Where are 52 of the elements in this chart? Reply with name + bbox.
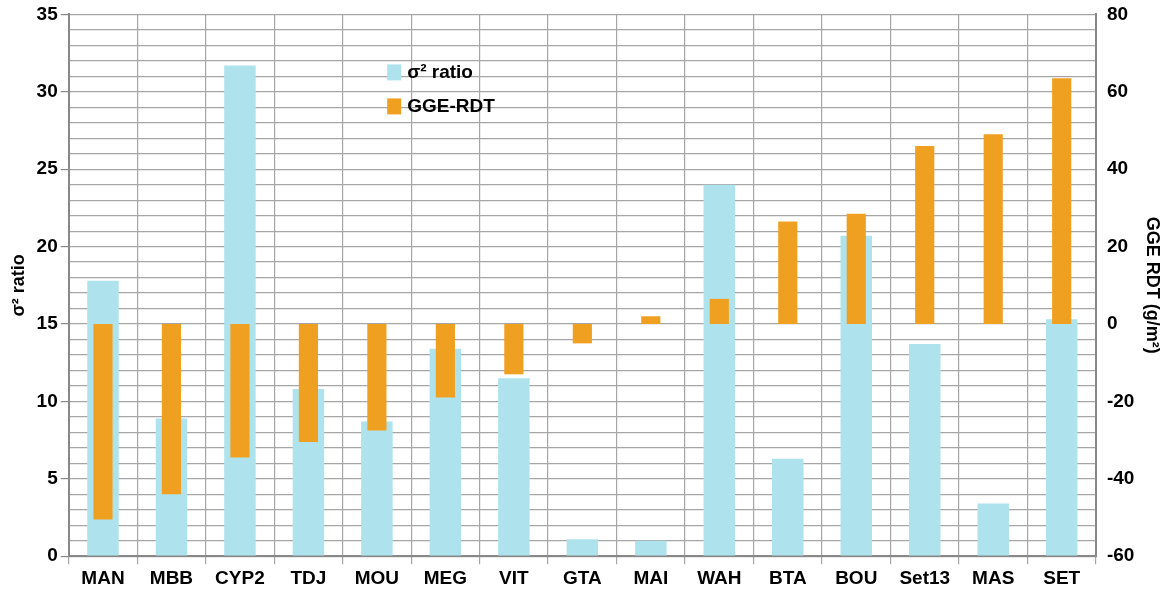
x-tick-label: MEG	[423, 566, 468, 588]
y-tick-label: 35	[36, 2, 59, 24]
x-tick-label: Set13	[899, 566, 951, 588]
bar	[915, 145, 935, 324]
x-tick-label: BOU	[835, 566, 878, 588]
y2-tick-label: 0	[1106, 312, 1118, 334]
bar	[572, 324, 592, 344]
x-tick-label: MOU	[354, 566, 400, 588]
y-axis-title: σ² ratio	[7, 254, 28, 317]
y2-axis-title: GGE RDT (g/m²)	[1143, 216, 1164, 354]
x-tick-label: MAI	[633, 566, 669, 588]
y2-tick-label: 60	[1106, 80, 1129, 102]
y2-tick-label: 80	[1106, 2, 1129, 24]
x-tick-label: MAN	[81, 566, 125, 588]
bar	[641, 316, 661, 324]
x-tick-label: SET	[1043, 566, 1081, 588]
bar	[983, 134, 1003, 324]
y-tick-label: 25	[36, 157, 59, 179]
legend-label: GGE-RDT	[407, 94, 496, 116]
bar	[703, 184, 736, 556]
legend-label: σ² ratio	[407, 60, 473, 82]
y-tick-label: 30	[36, 80, 58, 102]
y-tick-label: 10	[36, 389, 58, 411]
y2-tick-label: 40	[1106, 157, 1129, 179]
bar	[908, 344, 941, 556]
x-tick-label: WAH	[697, 566, 742, 588]
y-tick-label: 15	[36, 312, 59, 334]
y2-tick-label: -60	[1106, 544, 1135, 566]
x-tick-label: CYP2	[215, 566, 265, 588]
bar	[498, 378, 530, 556]
bar	[93, 324, 113, 520]
bar	[435, 324, 455, 398]
bar	[977, 503, 1009, 556]
x-tick-label: MAS	[972, 566, 1015, 588]
x-tick-label: BTA	[768, 566, 807, 588]
y2-tick-label: 20	[1106, 234, 1129, 256]
bar	[772, 458, 804, 556]
bar	[504, 324, 524, 375]
x-tick-label: GTA	[562, 566, 602, 588]
bar	[566, 539, 599, 556]
x-tick-label: VIT	[499, 566, 530, 588]
y-tick-label: 20	[36, 234, 58, 256]
bar	[709, 298, 729, 324]
bar	[778, 221, 798, 324]
y-tick-label: 5	[47, 467, 59, 489]
y2-tick-label: -40	[1106, 467, 1135, 489]
x-tick-label: TDJ	[290, 566, 327, 588]
bar	[230, 324, 250, 458]
x-tick-label: MBB	[149, 566, 194, 588]
bar	[635, 540, 667, 556]
y-tick-label: 0	[47, 544, 58, 566]
y2-tick-label: -20	[1106, 389, 1135, 411]
